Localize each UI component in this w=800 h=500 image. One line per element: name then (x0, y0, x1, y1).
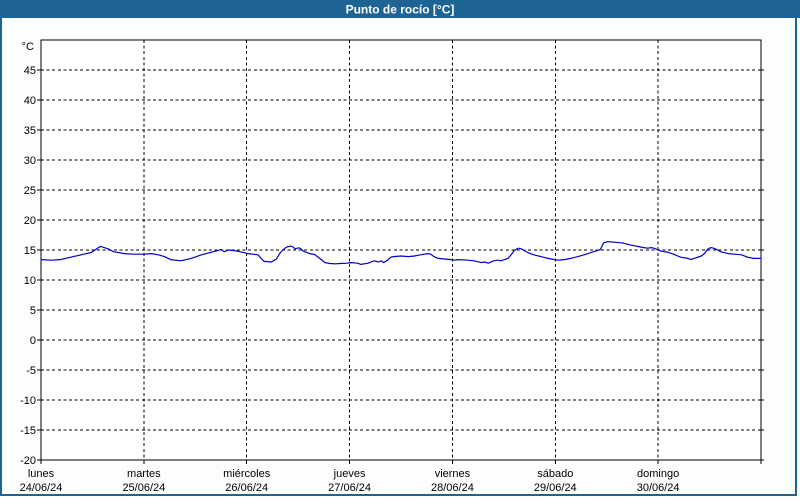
x-date-label: 24/06/24 (20, 482, 63, 494)
y-tick-label: -10 (20, 395, 36, 407)
y-tick-label: 0 (30, 335, 36, 347)
x-date-label: 28/06/24 (431, 482, 474, 494)
data-series (40, 241, 762, 265)
y-axis-labels: 45 40 35 30 25 20 15 10 5 0 -5 -10 -15 -20 (20, 65, 36, 467)
y-gridlines (41, 69, 761, 431)
y-tick-label: -20 (20, 455, 36, 467)
data-line (40, 241, 762, 265)
x-day-name-label: miércoles (223, 468, 271, 480)
y-tick-label: 25 (24, 185, 36, 197)
x-day-name-label: martes (127, 468, 161, 480)
x-day-name-label: domingo (637, 468, 679, 480)
y-tick-label: 40 (24, 95, 36, 107)
y-tick-label: 15 (24, 245, 36, 257)
y-tick-label: 20 (24, 215, 36, 227)
y-tick-label: 5 (30, 305, 36, 317)
x-day-name-label: lunes (28, 468, 55, 480)
x-day-name-label: viernes (435, 468, 471, 480)
y-tick-label: 30 (24, 155, 36, 167)
y-tick-label: -5 (26, 365, 36, 377)
x-date-label: 30/06/24 (637, 482, 680, 494)
x-date-label: 26/06/24 (225, 482, 268, 494)
x-date-label: 29/06/24 (534, 482, 577, 494)
y-axis-unit-label: °C (22, 41, 34, 53)
chart-title: Punto de rocío [°C] (346, 3, 455, 17)
x-date-label: 27/06/24 (328, 482, 371, 494)
x-axis-ticks (40, 460, 762, 464)
y-tick-label: 45 (24, 65, 36, 77)
x-axis-labels: lunes 24/06/24 martes 25/06/24 miércoles 26/0… (20, 468, 680, 494)
x-day-name-label: sábado (537, 468, 573, 480)
x-date-label: 25/06/24 (122, 482, 165, 494)
y-tick-label: 10 (24, 275, 36, 287)
x-day-name-label: jueves (333, 468, 366, 480)
chart-title-bar (0, 0, 800, 18)
y-tick-label: -15 (20, 425, 36, 437)
y-tick-label: 35 (24, 125, 36, 137)
y-axis-ticks (37, 69, 764, 461)
